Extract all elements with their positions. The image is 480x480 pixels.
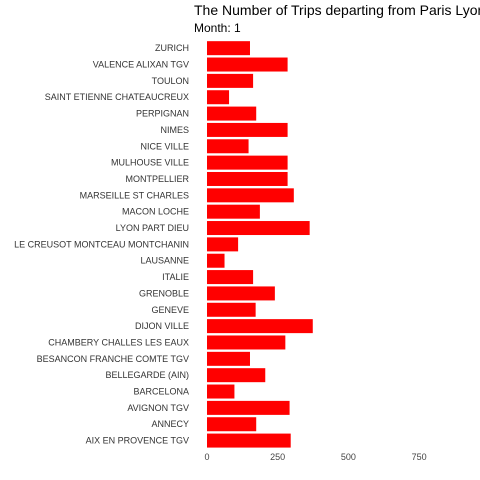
category-label-8: MONTPELLIER bbox=[125, 174, 189, 184]
bar-3 bbox=[207, 90, 230, 105]
category-label-13: LAUSANNE bbox=[140, 256, 189, 266]
x-tick-label-1: 250 bbox=[270, 452, 285, 462]
category-label-6: NICE VILLE bbox=[140, 141, 189, 151]
category-label-4: PERPIGNAN bbox=[136, 109, 189, 119]
bar-7 bbox=[207, 155, 288, 170]
bar-2 bbox=[207, 73, 254, 88]
bar-5 bbox=[207, 122, 288, 137]
x-tick-label-0: 0 bbox=[204, 452, 209, 462]
category-label-22: AVIGNON TGV bbox=[127, 403, 189, 413]
category-label-14: ITALIE bbox=[162, 272, 189, 282]
bar-12 bbox=[207, 237, 239, 252]
category-label-16: GENEVE bbox=[151, 305, 189, 315]
bar-21 bbox=[207, 384, 235, 399]
bar-11 bbox=[207, 221, 310, 236]
bar-14 bbox=[207, 270, 254, 285]
category-label-23: ANNECY bbox=[151, 419, 189, 429]
category-label-21: BARCELONA bbox=[133, 387, 189, 397]
category-label-0: ZURICH bbox=[155, 43, 189, 53]
bar-23 bbox=[207, 417, 257, 432]
bar-9 bbox=[207, 188, 294, 203]
bar-22 bbox=[207, 400, 290, 415]
category-label-10: MACON LOCHE bbox=[122, 207, 189, 217]
bar-13 bbox=[207, 253, 225, 268]
category-label-24: AIX EN PROVENCE TGV bbox=[86, 436, 189, 446]
category-label-11: LYON PART DIEU bbox=[116, 223, 189, 233]
category-label-9: MARSEILLE ST CHARLES bbox=[80, 190, 189, 200]
category-label-19: BESANCON FRANCHE COMTE TGV bbox=[37, 354, 189, 364]
category-label-3: SAINT ETIENNE CHATEAUCREUX bbox=[45, 92, 189, 102]
bar-16 bbox=[207, 302, 256, 317]
chart-subtitle: Month: 1 bbox=[194, 21, 241, 35]
category-label-18: CHAMBERY CHALLES LES EAUX bbox=[48, 337, 189, 347]
bar-24 bbox=[207, 433, 291, 448]
bar-10 bbox=[207, 204, 260, 219]
bar-8 bbox=[207, 171, 288, 186]
x-tick-label-2: 500 bbox=[341, 452, 356, 462]
category-label-1: VALENCE ALIXAN TGV bbox=[93, 60, 189, 70]
bar-1 bbox=[207, 57, 288, 72]
category-label-17: DIJON VILLE bbox=[135, 321, 189, 331]
bar-15 bbox=[207, 286, 275, 301]
bar-0 bbox=[207, 41, 250, 56]
category-label-5: NIMES bbox=[160, 125, 189, 135]
chart-title: The Number of Trips departing from Paris… bbox=[194, 2, 480, 18]
category-label-7: MULHOUSE VILLE bbox=[111, 158, 189, 168]
x-tick-label-3: 750 bbox=[412, 452, 427, 462]
bar-19 bbox=[207, 351, 250, 366]
bar-4 bbox=[207, 106, 257, 121]
category-label-2: TOULON bbox=[152, 76, 189, 86]
category-label-20: BELLEGARDE (AIN) bbox=[105, 370, 189, 380]
bar-6 bbox=[207, 139, 249, 154]
bar-20 bbox=[207, 368, 266, 383]
category-label-12: LE CREUSOT MONTCEAU MONTCHANIN bbox=[14, 239, 189, 249]
bar-18 bbox=[207, 335, 286, 350]
bar-17 bbox=[207, 319, 313, 334]
category-label-15: GRENOBLE bbox=[139, 288, 189, 298]
